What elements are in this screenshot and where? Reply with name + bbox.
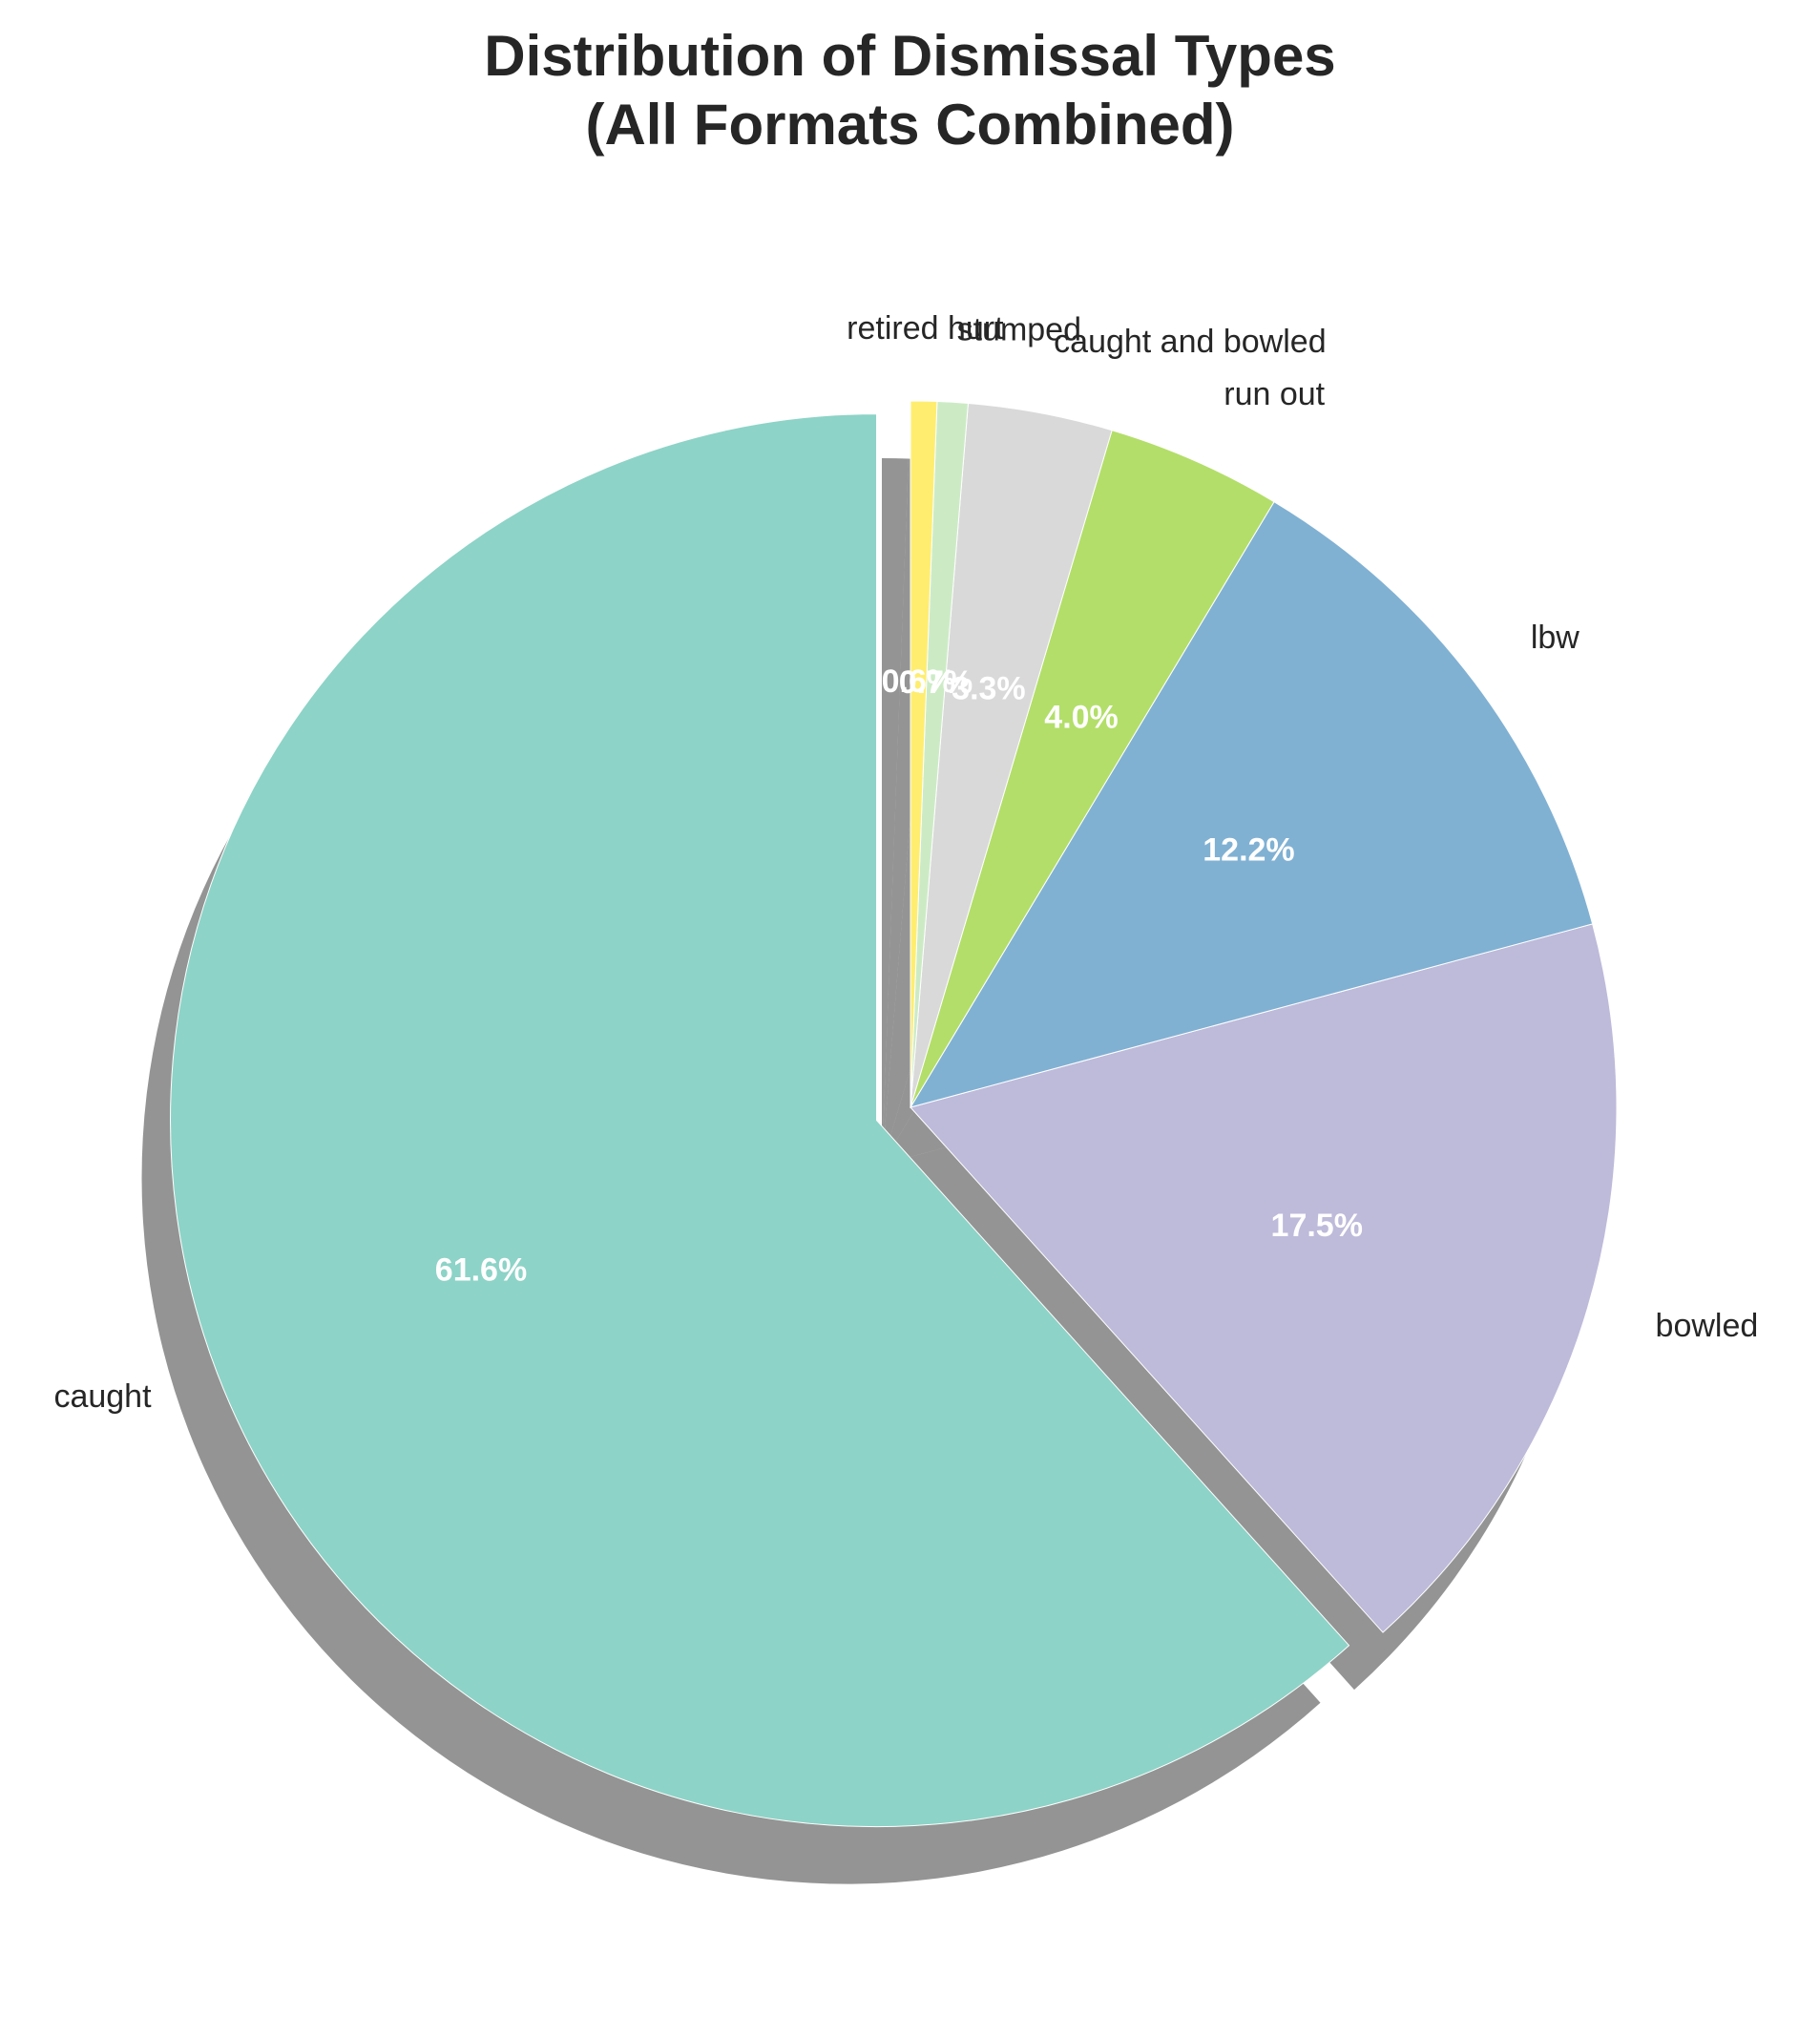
slice-layer (170, 400, 1618, 1828)
slice-label-stumped: stumped (957, 311, 1081, 347)
slice-percent-retired-hurt: 0.6% (882, 663, 956, 700)
slice-shadow-retired-hurt (882, 458, 909, 1165)
pie-slice-caught (170, 413, 1350, 1828)
chart-title-line-1: Distribution of Dismissal Types (484, 24, 1336, 88)
slice-percent-run-out: 4.0% (1044, 700, 1119, 736)
slice-percent-caught-and-bowled: 3.3% (952, 671, 1026, 707)
slice-percent-bowled: 17.5% (1271, 1208, 1363, 1244)
slice-label-caught-and-bowled: caught and bowled (1054, 324, 1326, 360)
slice-percent-lbw: 12.2% (1203, 832, 1294, 869)
pie-slice-bowled (910, 923, 1618, 1633)
pie-slice-run-out (910, 430, 1275, 1108)
slice-percent-caught: 61.6% (435, 1252, 527, 1289)
chart-title-line-2: (All Formats Combined) (585, 93, 1235, 157)
label-layer: caught 61.6% bowled 17.5% lbw 12.2% run out 4.0… (53, 310, 1758, 1415)
slice-label-lbw: lbw (1531, 620, 1579, 656)
slice-label-bowled: bowled (1656, 1308, 1759, 1344)
slice-percent-stumped: 0.7% (899, 664, 973, 701)
pie-slice-lbw (909, 500, 1594, 1108)
slice-label-retired-hurt: retired hurt (847, 310, 1004, 347)
pie-slice-retired-hurt (910, 400, 938, 1108)
slice-label-caught: caught (53, 1378, 152, 1415)
slice-label-run-out: run out (1224, 376, 1325, 412)
